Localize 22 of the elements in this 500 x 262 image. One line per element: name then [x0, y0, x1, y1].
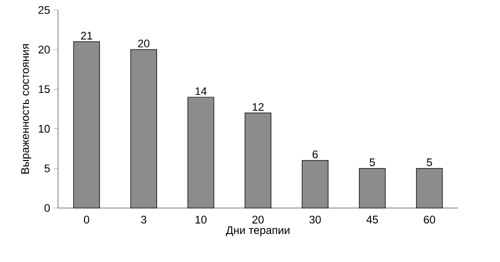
- y-axis-title: Выраженность состояния: [21, 44, 32, 174]
- y-tick-label: 10: [38, 124, 50, 133]
- data-label: 5: [370, 158, 375, 166]
- y-tick-label: 0: [44, 204, 50, 212]
- x-tick-label: 0: [84, 216, 90, 224]
- x-tick-label: 45: [366, 216, 378, 224]
- data-label: 5: [426, 158, 432, 166]
- data-label: 20: [138, 40, 150, 48]
- y-tick-label: 25: [38, 6, 50, 14]
- y-tick-label: 5: [44, 164, 50, 172]
- data-label: 14: [196, 87, 207, 95]
- x-tick-label: 10: [196, 216, 207, 224]
- x-tick-label: 20: [252, 216, 264, 224]
- y-tick-label: 20: [38, 46, 50, 54]
- x-axis-title: Дни терапии: [226, 226, 290, 236]
- data-label: 12: [252, 103, 264, 111]
- y-tick-label: 15: [38, 85, 50, 94]
- data-label: 21: [81, 32, 92, 40]
- x-tick-label: 60: [424, 216, 436, 224]
- data-label: 6: [312, 150, 318, 158]
- x-tick-label: 30: [309, 216, 321, 224]
- x-tick-label: 3: [141, 216, 146, 224]
